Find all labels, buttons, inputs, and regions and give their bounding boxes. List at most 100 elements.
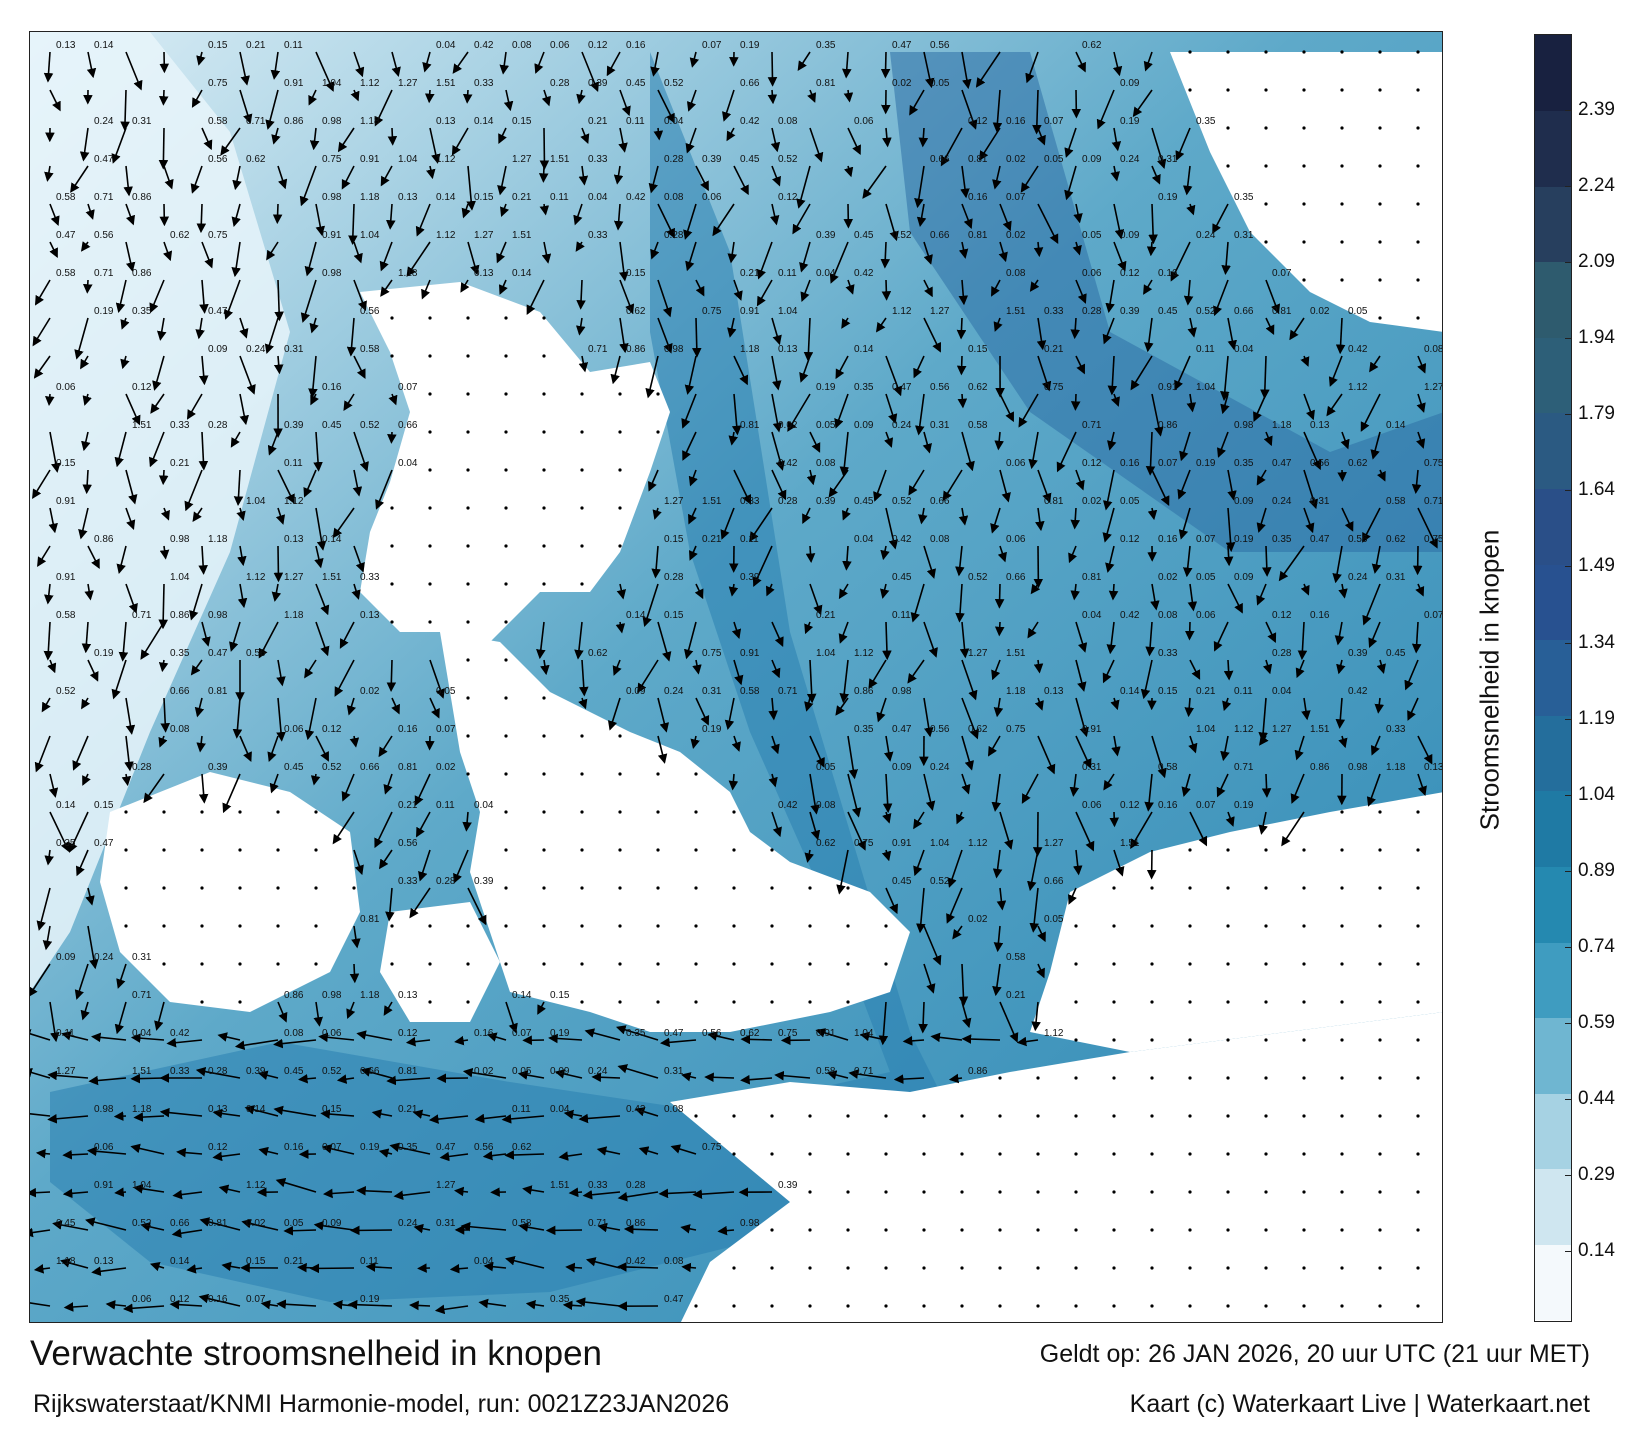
- current-arrow: [222, 773, 241, 814]
- speed-label: 0.24: [1348, 572, 1368, 583]
- model-run-subtitle: Rijkswaterstaat/KNMI Harmonie-model, run…: [33, 1390, 730, 1418]
- speed-label: 1.18: [360, 116, 380, 127]
- current-arrow: [992, 89, 1003, 133]
- current-arrow: [768, 697, 778, 721]
- current-arrow: [923, 51, 935, 89]
- current-arrow: [1102, 659, 1115, 684]
- calm-dot: [1074, 1114, 1078, 1118]
- calm-dot: [1302, 1304, 1306, 1308]
- speed-label: 0.58: [56, 192, 76, 203]
- current-arrow: [189, 583, 203, 621]
- calm-dot: [504, 924, 508, 928]
- calm-dot: [1112, 1190, 1116, 1194]
- speed-label: 0.81: [398, 762, 418, 773]
- current-arrow: [740, 1034, 773, 1045]
- speed-label: 0.56: [1348, 534, 1368, 545]
- speed-label: 0.71: [246, 116, 266, 127]
- current-arrow: [199, 1217, 241, 1231]
- speed-label: 0.56: [398, 838, 418, 849]
- calm-dot: [1302, 202, 1306, 206]
- speed-label: 0.21: [702, 534, 722, 545]
- colorbar-segment: [1535, 110, 1571, 187]
- speed-label: 0.58: [1006, 952, 1026, 963]
- speed-label: 0.62: [1082, 40, 1102, 51]
- speed-label: 1.51: [132, 1066, 152, 1077]
- calm-dot: [1340, 1000, 1344, 1004]
- speed-label: 0.52: [132, 1218, 152, 1229]
- calm-dot: [808, 924, 812, 928]
- speed-label: 0.52: [892, 496, 912, 507]
- current-arrow: [60, 1258, 89, 1269]
- current-arrow: [682, 431, 697, 461]
- current-arrow: [657, 621, 672, 662]
- speed-label: 0.14: [436, 192, 456, 203]
- calm-dot: [1150, 962, 1154, 966]
- calm-dot: [846, 1304, 850, 1308]
- calm-dot: [1340, 1304, 1344, 1308]
- speed-label: 0.31: [702, 686, 722, 697]
- speed-label: 0.56: [94, 230, 114, 241]
- speed-label: 1.51: [322, 572, 342, 583]
- current-arrow: [862, 165, 887, 199]
- speed-label: 0.15: [664, 534, 684, 545]
- current-arrow: [474, 1113, 507, 1124]
- current-arrow: [1338, 735, 1348, 749]
- calm-dot: [428, 924, 432, 928]
- calm-dot: [1340, 1114, 1344, 1118]
- calm-dot: [1226, 1076, 1230, 1080]
- current-arrow: [1220, 735, 1230, 762]
- current-arrow: [353, 431, 369, 472]
- current-arrow: [271, 583, 282, 602]
- current-arrow: [727, 241, 738, 264]
- current-arrow: [996, 887, 1007, 911]
- current-arrow: [539, 127, 550, 170]
- current-arrow: [79, 127, 90, 162]
- current-arrow: [880, 545, 890, 561]
- speed-label: 0.31: [1158, 154, 1178, 165]
- current-arrow: [1417, 735, 1433, 765]
- current-arrow: [375, 469, 393, 510]
- current-arrow: [125, 469, 138, 505]
- calm-dot: [542, 544, 546, 548]
- speed-label: 0.66: [170, 1218, 190, 1229]
- speed-label: 1.27: [56, 1066, 76, 1077]
- calm-dot: [1302, 1152, 1306, 1156]
- speed-label: 0.09: [892, 762, 912, 773]
- calm-dot: [1188, 924, 1192, 928]
- current-arrow: [518, 1222, 545, 1232]
- current-arrow: [125, 507, 136, 531]
- speed-label: 0.02: [1006, 154, 1026, 165]
- speed-label: 1.18: [360, 192, 380, 203]
- speed-label: 1.12: [968, 838, 988, 849]
- current-arrow: [847, 735, 859, 780]
- calm-dot: [542, 810, 546, 814]
- speed-label: 0.06: [94, 1142, 114, 1153]
- current-arrow: [273, 545, 284, 583]
- speed-label: 0.56: [208, 154, 228, 165]
- current-arrow: [217, 1032, 241, 1042]
- current-arrow: [728, 431, 738, 446]
- calm-dot: [1150, 1152, 1154, 1156]
- current-arrow: [266, 241, 279, 261]
- calm-dot: [1264, 164, 1268, 168]
- calm-dot: [884, 1228, 888, 1232]
- colorbar-tick-mark: [1565, 414, 1572, 416]
- current-arrow: [30, 1187, 51, 1198]
- calm-dot: [466, 354, 470, 358]
- current-arrow: [413, 1223, 431, 1234]
- current-arrow: [158, 127, 169, 170]
- current-arrow: [1032, 89, 1042, 135]
- current-arrow: [1107, 431, 1117, 451]
- current-arrow: [695, 165, 709, 192]
- calm-dot: [618, 468, 622, 472]
- speed-label: 0.06: [702, 192, 722, 203]
- speed-label: 0.13: [474, 268, 494, 279]
- calm-dot: [960, 1114, 964, 1118]
- speed-label: 0.12: [968, 116, 988, 127]
- speed-label: 0.39: [778, 1180, 798, 1191]
- calm-dot: [1378, 278, 1382, 282]
- speed-label: 0.56: [246, 648, 266, 659]
- current-arrow: [1143, 279, 1153, 295]
- calm-dot: [694, 924, 698, 928]
- speed-label: 0.05: [1044, 154, 1064, 165]
